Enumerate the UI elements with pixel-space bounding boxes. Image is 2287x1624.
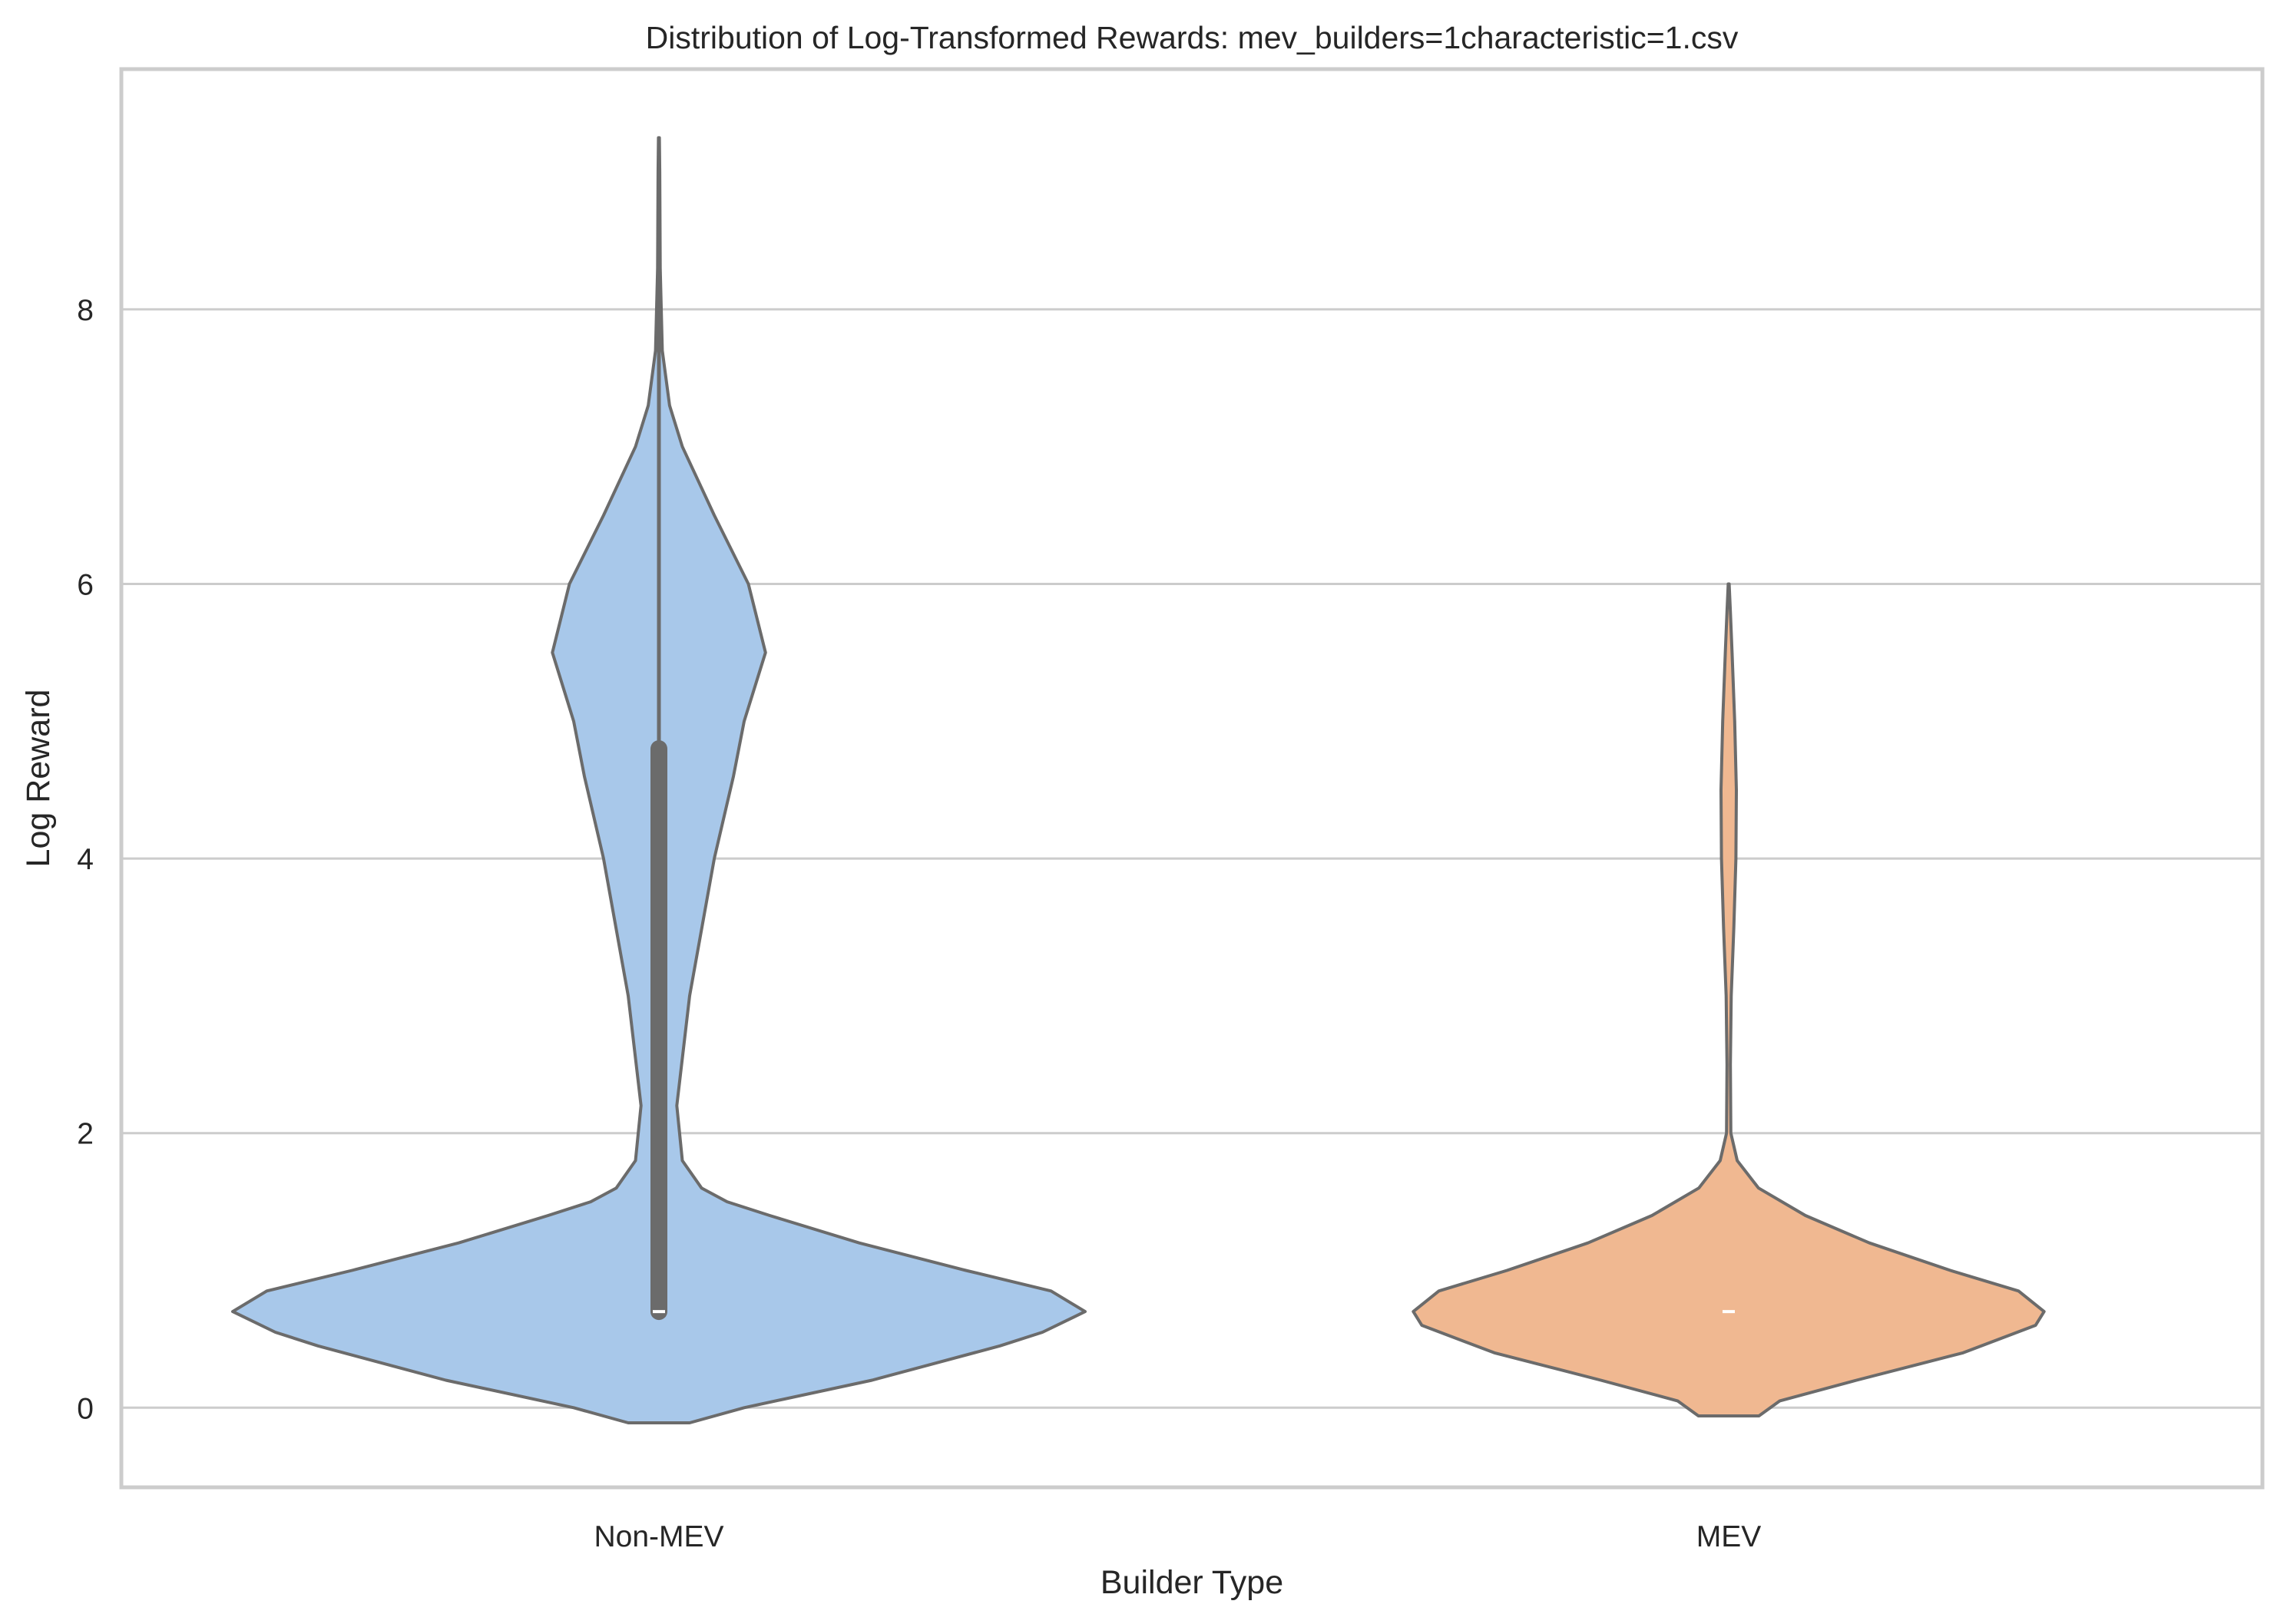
y-tick-label: 6: [77, 568, 94, 601]
gridlines: [121, 308, 2262, 1409]
violin-mev: [1412, 582, 2046, 1417]
y-axis-label: Log Reward: [20, 690, 57, 868]
y-tick-label: 4: [77, 843, 94, 876]
x-tick-label: MEV: [1696, 1520, 1762, 1553]
y-tick-labels: 0 2 4 6 8: [77, 294, 94, 1425]
y-tick-label: 8: [77, 294, 94, 327]
x-tick-label: Non-MEV: [594, 1520, 723, 1553]
inner-boxes: [650, 137, 1735, 1321]
y-tick-label: 0: [77, 1392, 94, 1425]
chart-title: Distribution of Log-Transformed Rewards:…: [646, 20, 1739, 55]
plot-frame: [119, 67, 2265, 1490]
y-tick-label: 2: [77, 1118, 94, 1151]
x-tick-labels: Non-MEV MEV: [594, 1520, 1761, 1553]
x-axis-label: Builder Type: [1100, 1564, 1283, 1601]
